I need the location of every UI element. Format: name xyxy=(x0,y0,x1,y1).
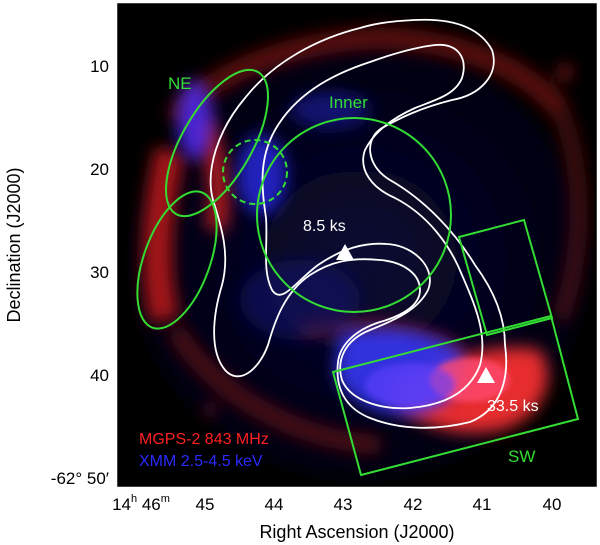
legend-xray: XMM 2.5-4.5 keV xyxy=(139,453,263,470)
x-tick-label: 41 xyxy=(473,495,492,514)
x-tick-label: 44 xyxy=(265,495,284,514)
inner-region xyxy=(256,117,452,313)
x-tick-label: 43 xyxy=(334,495,353,514)
inner-pointing-marker xyxy=(336,244,354,260)
ne-region-upper xyxy=(165,68,269,218)
regions xyxy=(136,68,580,477)
x-tick-label: 40 xyxy=(543,495,562,514)
sw-pointing-marker xyxy=(477,367,495,383)
contours xyxy=(209,18,508,429)
y-tick-label: 40 xyxy=(90,366,109,385)
tick-marks xyxy=(118,4,596,486)
sw-label: SW xyxy=(508,447,535,466)
composite-image: NE Inner SW 8.5 ks 33.5 ks MGPS-2 843 MH… xyxy=(130,18,590,480)
plot-frame xyxy=(117,3,597,487)
x-tick-label: 14h 46m xyxy=(112,493,170,514)
y-tick-label: 30 xyxy=(90,263,109,282)
x-axis-title: Right Ascension (J2000) xyxy=(259,522,454,542)
sw-exposure-label: 33.5 ks xyxy=(487,398,539,415)
y-tick-label: 20 xyxy=(90,160,109,179)
outer-contour xyxy=(209,18,508,429)
y-axis-title: Declination (J2000) xyxy=(4,167,24,322)
legend-radio: MGPS-2 843 MHz xyxy=(139,431,269,448)
y-tick-label: 10 xyxy=(90,57,109,76)
inner-contour xyxy=(261,44,484,410)
x-tick-label: 42 xyxy=(404,495,423,514)
inner-exposure-label: 8.5 ks xyxy=(303,218,346,235)
y-tick-label: -62° 50′ xyxy=(51,469,109,488)
ne-label: NE xyxy=(168,74,192,93)
x-tick-label: 45 xyxy=(196,495,215,514)
inner-label: Inner xyxy=(329,93,368,112)
sw-region-large xyxy=(331,314,580,477)
inner-dashed-region xyxy=(222,139,288,205)
ne-region-lower xyxy=(136,190,218,330)
